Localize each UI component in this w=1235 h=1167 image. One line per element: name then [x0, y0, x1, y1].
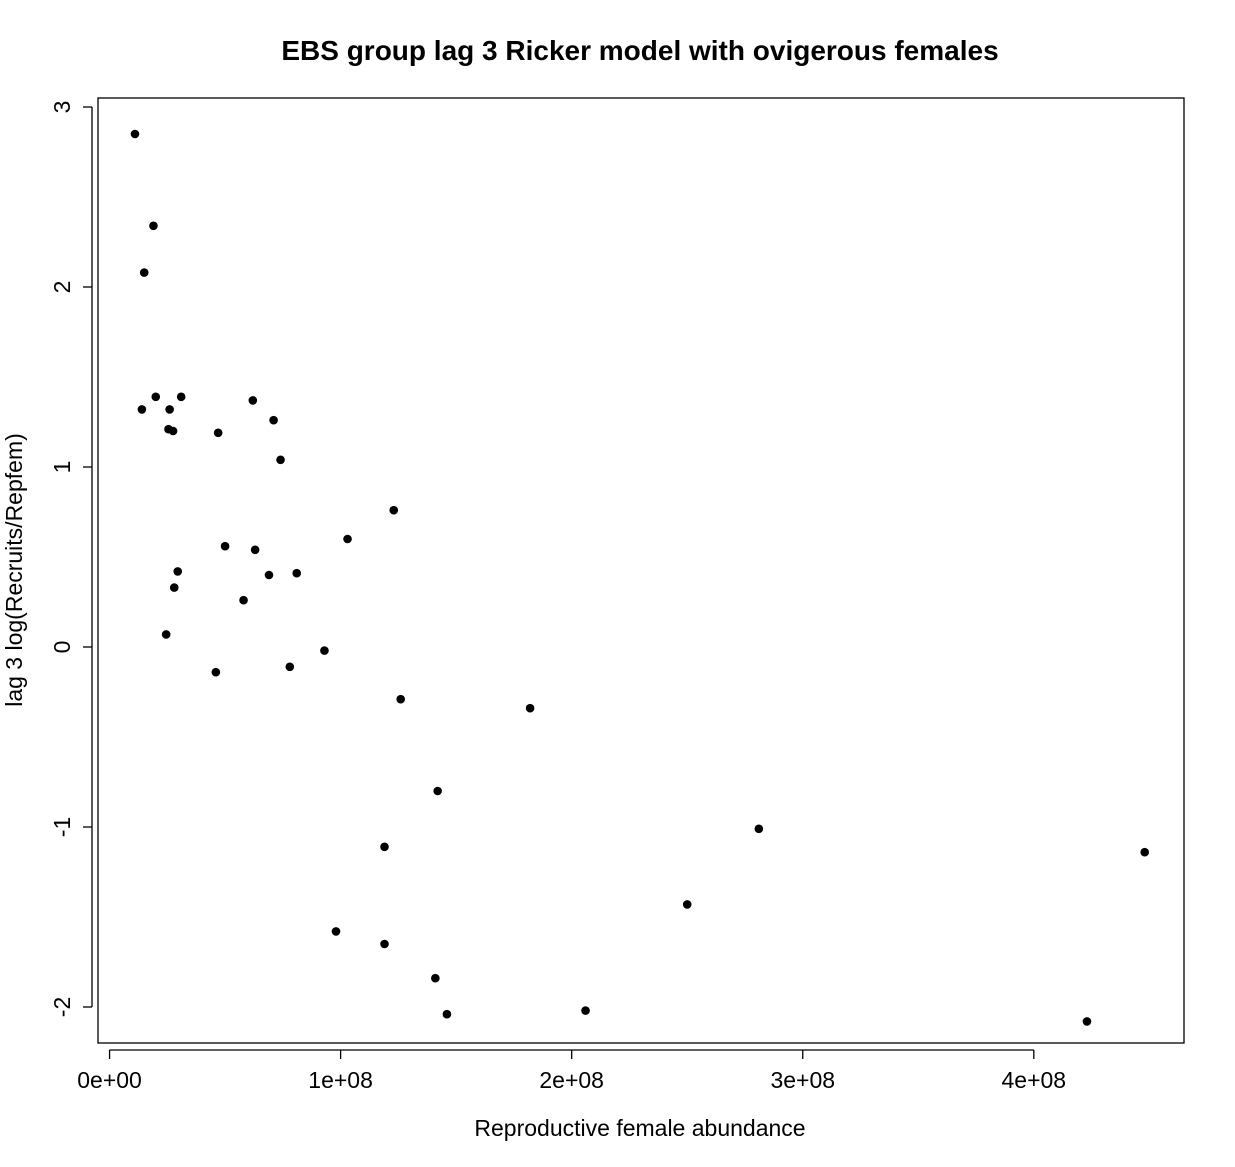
data-point: [396, 694, 405, 704]
data-point: [1140, 847, 1150, 857]
data-point: [682, 900, 692, 909]
x-tick-label: 4e+08: [1002, 1067, 1067, 1093]
data-point: [380, 842, 389, 852]
data-point: [165, 405, 174, 414]
data-point: [525, 703, 535, 713]
data-point: [137, 405, 147, 414]
data-point: [269, 415, 278, 425]
data-point: [431, 973, 440, 983]
y-tick-label: 2: [49, 281, 75, 294]
data-point: [292, 568, 302, 578]
y-axis: -2 -1 0 1 2 3: [49, 101, 93, 1017]
y-tick-label: 1: [49, 461, 75, 474]
data-point: [248, 396, 258, 405]
data-points: [130, 129, 1150, 1026]
data-point: [433, 786, 442, 796]
x-tick-label: 1e+08: [308, 1067, 373, 1093]
data-point: [250, 545, 260, 555]
data-point: [264, 570, 274, 580]
data-point: [239, 595, 248, 605]
data-point: [173, 567, 183, 576]
y-axis-label: lag 3 log(Recruits/Repfem): [1, 433, 27, 707]
data-point: [581, 1006, 590, 1015]
data-point: [149, 221, 158, 231]
data-point: [389, 505, 399, 515]
data-point: [442, 1009, 452, 1019]
x-tick-label: 0e+00: [77, 1067, 142, 1093]
y-tick-label: -2: [49, 997, 75, 1017]
data-point: [176, 392, 186, 402]
data-point: [380, 939, 389, 949]
data-point: [213, 428, 223, 438]
y-tick-label: -1: [49, 817, 75, 837]
data-point: [331, 927, 341, 936]
data-point: [320, 646, 329, 655]
data-point: [1082, 1017, 1092, 1026]
data-point: [220, 541, 230, 551]
data-point: [130, 129, 140, 139]
chart-title: EBS group lag 3 Ricker model with oviger…: [281, 35, 998, 66]
x-axis: 0e+00 1e+08 2e+08 3e+08 4e+08: [77, 1049, 1067, 1093]
x-tick-label: 2e+08: [539, 1067, 604, 1093]
data-point: [169, 583, 179, 592]
x-tick-label: 3e+08: [770, 1067, 835, 1093]
data-point: [285, 662, 295, 672]
data-point: [168, 426, 178, 436]
data-point: [139, 268, 149, 277]
y-tick-label: 3: [49, 101, 75, 114]
data-point: [754, 824, 764, 834]
data-point: [211, 667, 221, 677]
x-axis-label: Reproductive female abundance: [474, 1115, 805, 1141]
data-point: [343, 534, 352, 544]
data-point: [151, 392, 161, 402]
plot-frame: [97, 97, 1185, 1044]
data-point: [161, 630, 171, 639]
y-tick-label: 0: [49, 641, 75, 654]
data-point: [276, 455, 285, 465]
